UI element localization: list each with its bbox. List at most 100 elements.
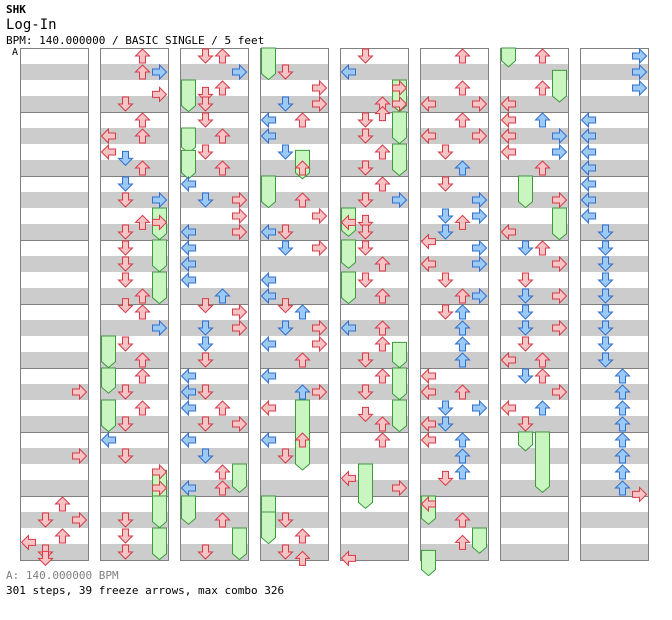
beat-stripe — [20, 384, 88, 400]
footer-bpm: A: 140.000000 BPM — [6, 569, 119, 582]
step-arrow-down — [357, 160, 374, 176]
step-arrow-down — [117, 544, 134, 560]
beat-stripe — [500, 512, 568, 528]
step-arrow-down — [277, 96, 294, 112]
beat-stripe — [100, 384, 168, 400]
step-arrow-down — [517, 336, 534, 352]
beat-stripe — [100, 512, 168, 528]
step-arrow-down — [117, 96, 134, 112]
step-arrow-up — [134, 128, 151, 144]
step-arrow-down — [517, 272, 534, 288]
beat-stripe — [20, 224, 88, 240]
step-arrow-left — [260, 335, 276, 353]
column-border — [420, 48, 489, 561]
beat-stripe — [20, 320, 88, 336]
step-arrow-left — [420, 367, 436, 385]
freeze-arrow-left — [101, 399, 116, 433]
beat-stripe — [100, 320, 168, 336]
freeze-arrow-right — [472, 527, 487, 554]
step-arrow-up — [374, 320, 391, 336]
beat-stripe — [100, 480, 168, 496]
freeze-arrow-left — [261, 511, 276, 545]
beat-stripe — [580, 256, 648, 272]
beat-stripe — [420, 288, 488, 304]
step-arrow-up — [134, 160, 151, 176]
step-arrow-up — [214, 288, 231, 304]
freeze-arrow-right — [152, 271, 167, 305]
freeze-arrow-right — [232, 527, 247, 561]
step-arrow-right — [232, 319, 248, 337]
beat-stripe — [580, 224, 648, 240]
freeze-arrow-left — [181, 79, 196, 113]
beat-stripe — [180, 96, 248, 112]
beat-stripe — [100, 160, 168, 176]
step-arrow-right — [232, 63, 248, 81]
step-arrow-down — [437, 224, 454, 240]
step-arrow-up — [374, 256, 391, 272]
beat-stripe — [580, 384, 648, 400]
step-arrow-right — [152, 63, 168, 81]
beat-stripe — [580, 64, 648, 80]
beat-stripe — [340, 96, 408, 112]
step-arrow-up — [134, 304, 151, 320]
beat-stripe — [420, 448, 488, 464]
step-arrow-left — [260, 367, 276, 385]
step-arrow-right — [552, 255, 568, 273]
step-arrow-right — [312, 207, 328, 225]
beat-stripe — [180, 352, 248, 368]
beat-stripe — [420, 512, 488, 528]
step-arrow-right — [472, 207, 488, 225]
beat-stripe — [580, 128, 648, 144]
step-arrow-left — [180, 479, 196, 497]
freeze-arrow-left — [261, 175, 276, 209]
step-arrow-down — [277, 224, 294, 240]
step-arrow-down — [437, 272, 454, 288]
step-arrow-down — [517, 368, 534, 384]
beat-stripe — [20, 288, 88, 304]
step-arrow-up — [454, 432, 471, 448]
step-arrow-right — [472, 399, 488, 417]
step-arrow-right — [72, 447, 88, 465]
beat-stripe — [260, 384, 328, 400]
beat-stripe — [420, 352, 488, 368]
step-arrow-left — [340, 470, 356, 487]
beat-stripe — [340, 352, 408, 368]
step-arrow-up — [134, 48, 151, 64]
step-arrow-down — [277, 512, 294, 528]
step-arrow-down — [517, 240, 534, 256]
beat-stripe — [260, 416, 328, 432]
step-arrow-down — [277, 320, 294, 336]
step-arrow-right — [312, 95, 328, 113]
step-arrow-up — [134, 64, 151, 80]
chart-column — [420, 48, 489, 577]
step-arrow-down — [597, 320, 614, 336]
beat-stripe — [500, 160, 568, 176]
step-arrow-down — [357, 128, 374, 144]
beat-stripe — [340, 416, 408, 432]
step-arrow-down — [357, 272, 374, 288]
step-arrow-down — [597, 240, 614, 256]
step-arrow-left — [180, 431, 196, 449]
beat-stripe — [420, 320, 488, 336]
beat-stripe — [260, 96, 328, 112]
step-arrow-right — [472, 191, 488, 209]
step-arrow-up — [374, 432, 391, 448]
step-arrow-left — [500, 399, 516, 417]
beat-stripe — [260, 512, 328, 528]
step-arrow-right — [632, 79, 648, 97]
column-border — [20, 48, 89, 561]
beat-stripe — [260, 192, 328, 208]
beat-stripe — [180, 480, 248, 496]
beat-stripe — [20, 512, 88, 528]
freeze-arrow-right — [232, 463, 247, 494]
step-arrow-right — [472, 95, 488, 113]
step-arrow-down — [117, 416, 134, 432]
step-arrow-down — [197, 448, 214, 464]
step-arrow-up — [454, 336, 471, 352]
step-arrow-down — [357, 406, 374, 423]
step-arrow-down — [277, 298, 294, 314]
step-arrow-down — [197, 298, 214, 314]
chart-meta: BPM: 140.000000 / BASIC SINGLE / 5 feet — [6, 34, 265, 47]
column-border — [500, 48, 569, 561]
beat-stripe — [580, 288, 648, 304]
